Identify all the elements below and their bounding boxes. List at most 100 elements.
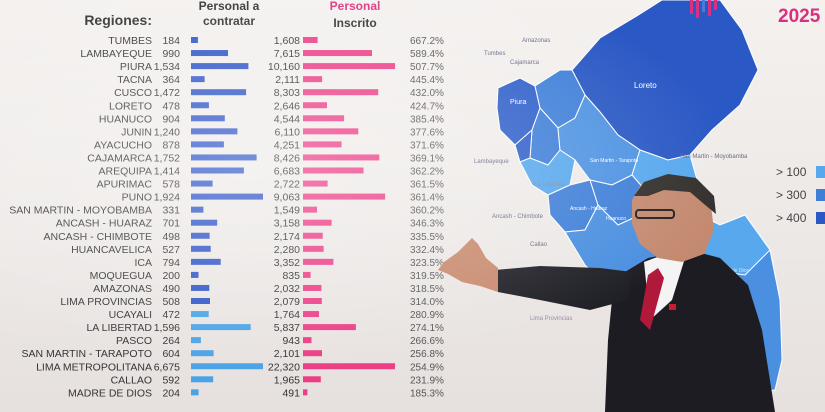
hire-bar xyxy=(191,76,205,83)
hire-bar xyxy=(191,115,225,122)
hire-value: 1,240 xyxy=(154,126,180,138)
hire-bar xyxy=(191,50,228,57)
enrolled-value: 1,608 xyxy=(274,35,300,47)
table-row: AMAZONAS 490 2,032 318.5% xyxy=(93,283,444,295)
enrolled-value: 5,837 xyxy=(274,322,300,334)
region-label: AREQUIPA xyxy=(99,166,152,178)
brand-logo: 2025 xyxy=(690,0,821,27)
enrolled-bar xyxy=(303,376,321,383)
enrolled-bar xyxy=(303,37,318,43)
enrolled-bar xyxy=(303,350,322,357)
enrolled-value: 491 xyxy=(282,387,300,399)
enrolled-bar xyxy=(303,245,324,252)
enrolled-value: 22,320 xyxy=(268,361,300,373)
map-label-amazonas: Amazonas xyxy=(522,38,550,44)
table-row: JUNIN 1,240 6,110 377.6% xyxy=(121,126,444,138)
hire-bar xyxy=(191,193,263,200)
enrolled-bar xyxy=(303,50,372,57)
table-row: CALLAO 592 1,965 231.9% xyxy=(111,374,444,386)
hire-value: 592 xyxy=(162,374,180,386)
map-label-piura: Piura xyxy=(510,99,526,106)
percent-value: 256.8% xyxy=(410,349,444,360)
table-row: PIURA 1,534 10,160 507.7% xyxy=(120,61,444,73)
percent-value: 266.6% xyxy=(410,336,444,347)
hire-bar xyxy=(191,311,209,318)
map-label-sm-tarapoto: San Martin - Tarapoto xyxy=(590,158,638,164)
hire-bar xyxy=(191,102,209,109)
percent-value: 385.4% xyxy=(410,114,444,125)
logo-bar-3 xyxy=(702,0,705,12)
enrolled-bar xyxy=(303,232,323,239)
legend-swatch-400 xyxy=(816,212,825,224)
enrolled-value: 2,079 xyxy=(274,296,300,308)
hire-bar xyxy=(191,337,201,344)
region-label: JUNIN xyxy=(121,126,152,138)
region-label: PUNO xyxy=(122,192,152,204)
percent-value: 185.3% xyxy=(410,388,444,399)
region-label: SAN MARTIN - TARAPOTO xyxy=(22,348,153,360)
region-label: CALLAO xyxy=(111,374,152,386)
region-label: PASCO xyxy=(116,335,152,347)
hire-bar xyxy=(191,376,214,383)
enrolled-bar xyxy=(303,89,379,96)
enrolled-bar xyxy=(303,337,312,344)
hire-bar xyxy=(191,284,210,291)
table-row: LORETO 478 2,646 424.7% xyxy=(109,100,444,112)
region-label: HUANCAVELICA xyxy=(71,244,152,256)
percent-value: 314.0% xyxy=(410,297,444,308)
enrolled-value: 943 xyxy=(282,335,300,347)
percent-value: 667.2% xyxy=(410,36,444,47)
table-row: SAN MARTIN - MOYOBAMBA 331 1,549 360.2% xyxy=(9,205,444,217)
hire-value: 604 xyxy=(162,348,180,360)
percent-value: 432.0% xyxy=(410,88,444,99)
region-label: AYACUCHO xyxy=(94,139,152,151)
hire-bar xyxy=(191,154,257,161)
legend-label-100: > 100 xyxy=(776,165,807,179)
table-row: HUANUCO 904 4,544 385.4% xyxy=(99,113,444,125)
region-label: CAJAMARCA xyxy=(87,152,152,164)
enrolled-value: 2,032 xyxy=(274,283,300,295)
enrolled-value: 3,352 xyxy=(274,257,300,269)
hire-value: 1,924 xyxy=(154,192,180,204)
enrolled-value: 1,549 xyxy=(274,205,300,217)
table-row: TUMBES 184 1,608 667.2% xyxy=(108,35,444,47)
region-label: PIURA xyxy=(120,61,152,73)
map-label-madre-de-dios: de Dios xyxy=(732,268,749,274)
enrolled-value: 8,426 xyxy=(274,152,300,164)
table-row: MOQUEGUA 200 835 319.5% xyxy=(90,270,444,282)
legend-label-300: > 300 xyxy=(776,188,807,202)
percent-value: 318.5% xyxy=(410,284,444,295)
enrolled-value: 2,111 xyxy=(275,74,300,86)
logo-bar-4 xyxy=(708,0,711,16)
enrolled-bar xyxy=(303,63,395,70)
table-row: TACNA 364 2,111 445.4% xyxy=(117,74,444,86)
map-legend: > 100 > 300 > 400 xyxy=(776,165,825,225)
legend-swatch-300 xyxy=(816,189,825,201)
hire-bar xyxy=(191,63,249,70)
map-label-la-libertad: La Libertad xyxy=(534,182,564,188)
region-label: ANCASH - CHIMBOTE xyxy=(43,231,152,243)
enrolled-value: 3,158 xyxy=(274,218,300,230)
table-row: PASCO 264 943 266.6% xyxy=(116,335,444,347)
region-label: LORETO xyxy=(109,100,152,112)
hire-bar xyxy=(191,298,210,304)
enrolled-value: 6,683 xyxy=(274,166,300,178)
percent-value: 424.7% xyxy=(410,101,444,112)
table-row: APURIMAC 578 2,722 361.5% xyxy=(97,179,444,191)
map-label-ancash-chimbote: Ancash - Chimbote xyxy=(492,214,544,220)
hire-value: 490 xyxy=(162,283,180,295)
enrolled-value: 10,160 xyxy=(268,61,300,73)
header-regions: Regiones: xyxy=(84,12,152,28)
hire-bar xyxy=(191,167,244,174)
presenter-arm xyxy=(495,266,632,310)
hire-bar xyxy=(191,37,198,43)
hire-value: 527 xyxy=(162,244,180,256)
percent-value: 362.2% xyxy=(410,167,444,178)
percent-value: 377.6% xyxy=(410,127,444,138)
percent-value: 360.2% xyxy=(410,206,444,217)
region-label: MADRE DE DIOS xyxy=(68,387,152,399)
map-label-huanuco: Huanuco xyxy=(606,216,626,222)
region-label: LAMBAYEQUE xyxy=(80,48,152,60)
hire-value: 331 xyxy=(162,205,180,217)
